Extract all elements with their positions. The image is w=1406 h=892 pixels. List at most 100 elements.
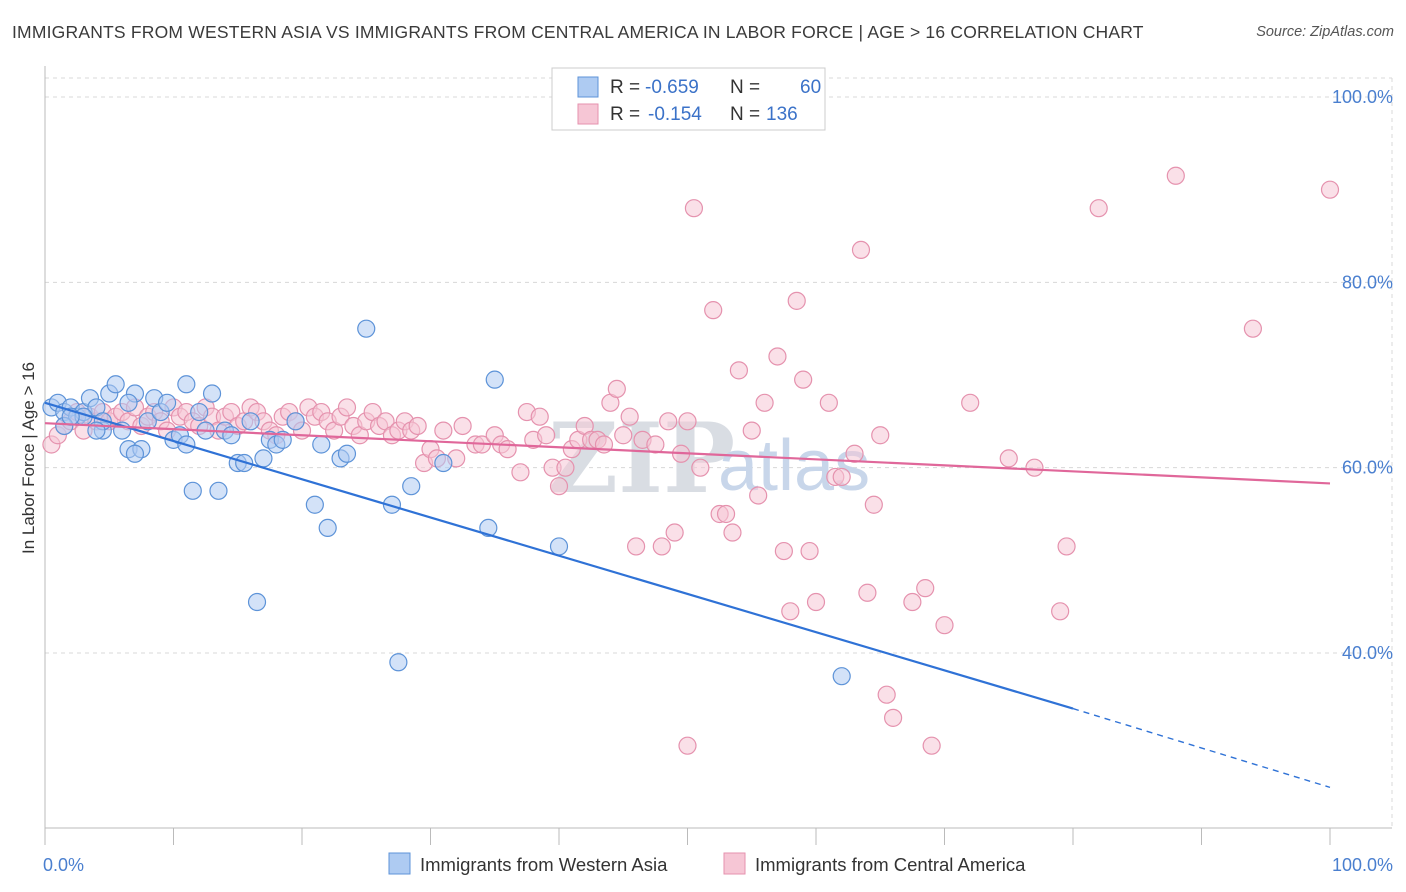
point-central-america — [723, 523, 742, 542]
point-central-america — [845, 444, 864, 463]
point-western-asia — [119, 393, 138, 412]
point-western-asia — [382, 495, 402, 514]
point-central-america — [774, 541, 793, 561]
point-western-asia — [402, 477, 421, 496]
point-central-america — [453, 416, 472, 436]
watermark-zip: ZIP — [548, 402, 735, 515]
trendlines — [44, 401, 1331, 789]
point-central-america — [903, 592, 922, 612]
point-central-america — [935, 616, 954, 635]
point-central-america — [1025, 458, 1044, 477]
series-central-america — [42, 166, 1340, 755]
point-central-america — [607, 379, 626, 398]
point-central-america — [1243, 319, 1263, 338]
point-western-asia — [479, 518, 498, 538]
point-western-asia — [389, 653, 408, 672]
point-western-asia — [247, 592, 267, 612]
point-western-asia — [485, 370, 504, 389]
point-central-america — [755, 393, 774, 412]
legend-box: R = -0.659 N = 60 R = -0.154 N = 136 — [551, 67, 826, 131]
point-central-america — [883, 708, 903, 727]
point-central-america — [549, 477, 569, 496]
point-western-asia — [312, 435, 331, 454]
point-central-america — [665, 523, 684, 542]
point-central-america — [1051, 602, 1070, 621]
point-western-asia — [337, 444, 357, 463]
point-western-asia — [549, 537, 569, 556]
legend-n-value-2: 136 — [766, 104, 798, 125]
point-central-america — [691, 458, 710, 477]
point-central-america — [337, 398, 357, 417]
legend-r-label-1: R = — [610, 77, 640, 98]
point-central-america — [787, 291, 806, 310]
point-western-asia — [222, 426, 241, 445]
x-tick-label: 100.0% — [1332, 855, 1393, 875]
point-central-america — [556, 458, 575, 477]
point-western-asia — [357, 319, 376, 338]
y-tick-label: 40.0% — [1342, 643, 1393, 663]
point-central-america — [678, 736, 697, 755]
point-western-asia — [254, 449, 273, 468]
point-central-america — [851, 240, 871, 259]
point-central-america — [819, 393, 838, 412]
point-central-america — [620, 407, 639, 426]
point-central-america — [626, 537, 646, 556]
point-central-america — [659, 412, 678, 431]
bottom-legend: Immigrants from Western Asia Immigrants … — [388, 852, 1026, 875]
point-central-america — [614, 426, 633, 445]
point-western-asia — [138, 412, 157, 431]
legend-r-value-1: -0.659 — [645, 77, 699, 98]
point-western-asia — [318, 518, 337, 538]
point-central-america — [922, 736, 941, 755]
point-central-america — [742, 421, 761, 440]
y-tick-label: 100.0% — [1332, 87, 1393, 107]
point-central-america — [1057, 537, 1076, 556]
point-central-america — [511, 463, 530, 482]
legend-r-label-2: R = — [610, 104, 640, 125]
point-central-america — [858, 583, 877, 602]
point-western-asia — [305, 495, 324, 514]
point-central-america — [652, 537, 671, 556]
point-central-america — [1320, 180, 1340, 199]
point-central-america — [704, 301, 723, 320]
point-central-america — [1166, 166, 1185, 185]
bottom-legend-swatch-blue — [388, 852, 411, 875]
point-central-america — [800, 541, 819, 561]
point-central-america — [781, 602, 800, 621]
point-central-america — [794, 370, 813, 389]
point-western-asia — [286, 412, 305, 431]
trendline-western-asia-extension — [1072, 707, 1331, 789]
point-western-asia — [832, 667, 851, 686]
trendline-central-america — [44, 422, 1331, 485]
point-central-america — [999, 449, 1018, 468]
legend-n-value-1: 60 — [800, 77, 821, 98]
point-western-asia — [434, 453, 453, 473]
grid-lines — [45, 77, 1393, 828]
y-tick-label: 80.0% — [1342, 272, 1393, 292]
point-central-america — [408, 416, 427, 436]
legend-swatch-pink — [577, 103, 599, 125]
point-central-america — [768, 347, 787, 366]
bottom-legend-label-pink: Immigrants from Central America — [755, 854, 1026, 875]
point-central-america — [749, 486, 768, 505]
point-central-america — [684, 199, 704, 218]
legend-n-label-2: N = — [730, 104, 760, 125]
point-central-america — [871, 426, 890, 445]
point-central-america — [916, 579, 935, 598]
point-central-america — [961, 393, 980, 412]
x-tick-label: 0.0% — [43, 855, 84, 875]
point-western-asia — [202, 384, 222, 403]
y-axis-title: In Labor Force | Age > 16 — [19, 362, 38, 554]
legend-n-label-1: N = — [730, 77, 760, 98]
point-central-america — [498, 440, 517, 459]
bottom-legend-label-blue: Immigrants from Western Asia — [420, 854, 668, 875]
y-tick-label: 60.0% — [1342, 458, 1393, 478]
legend-r-value-2: -0.154 — [648, 104, 702, 125]
point-central-america — [806, 592, 826, 612]
watermark-atlas: atlas — [718, 426, 870, 506]
point-western-asia — [209, 481, 228, 500]
point-western-asia — [106, 375, 125, 394]
trendline-western-asia — [44, 401, 1074, 710]
point-central-america — [434, 421, 453, 440]
